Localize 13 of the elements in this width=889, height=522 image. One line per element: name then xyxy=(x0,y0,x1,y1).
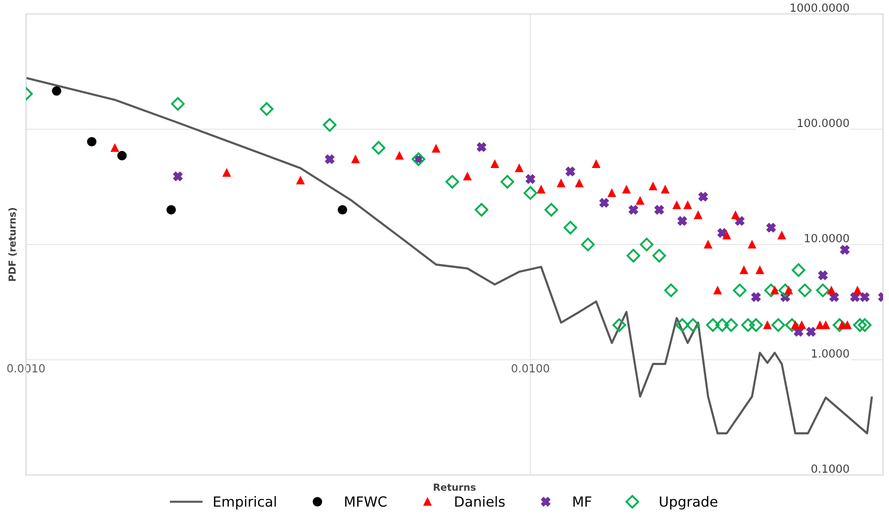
x-axis-title: Returns xyxy=(434,484,476,491)
legend-label: Daniels xyxy=(455,496,505,507)
legend-label: Empirical xyxy=(214,496,276,510)
y-tick-label: 10.0000 xyxy=(804,234,849,242)
legend-label: MFWC xyxy=(345,496,386,507)
y-tick-label: 1000.0000 xyxy=(790,3,849,12)
x-tick-label: 0.0100 xyxy=(512,364,550,372)
y-tick-label: 0.1000 xyxy=(812,464,849,473)
legend-label: Upgrade xyxy=(660,496,718,510)
legend-label: MF xyxy=(573,496,592,507)
y-tick-label: 1.0000 xyxy=(812,349,849,358)
y-axis-title: PDF (returns) xyxy=(8,208,17,281)
y-tick-label: 100.0000 xyxy=(798,118,849,128)
